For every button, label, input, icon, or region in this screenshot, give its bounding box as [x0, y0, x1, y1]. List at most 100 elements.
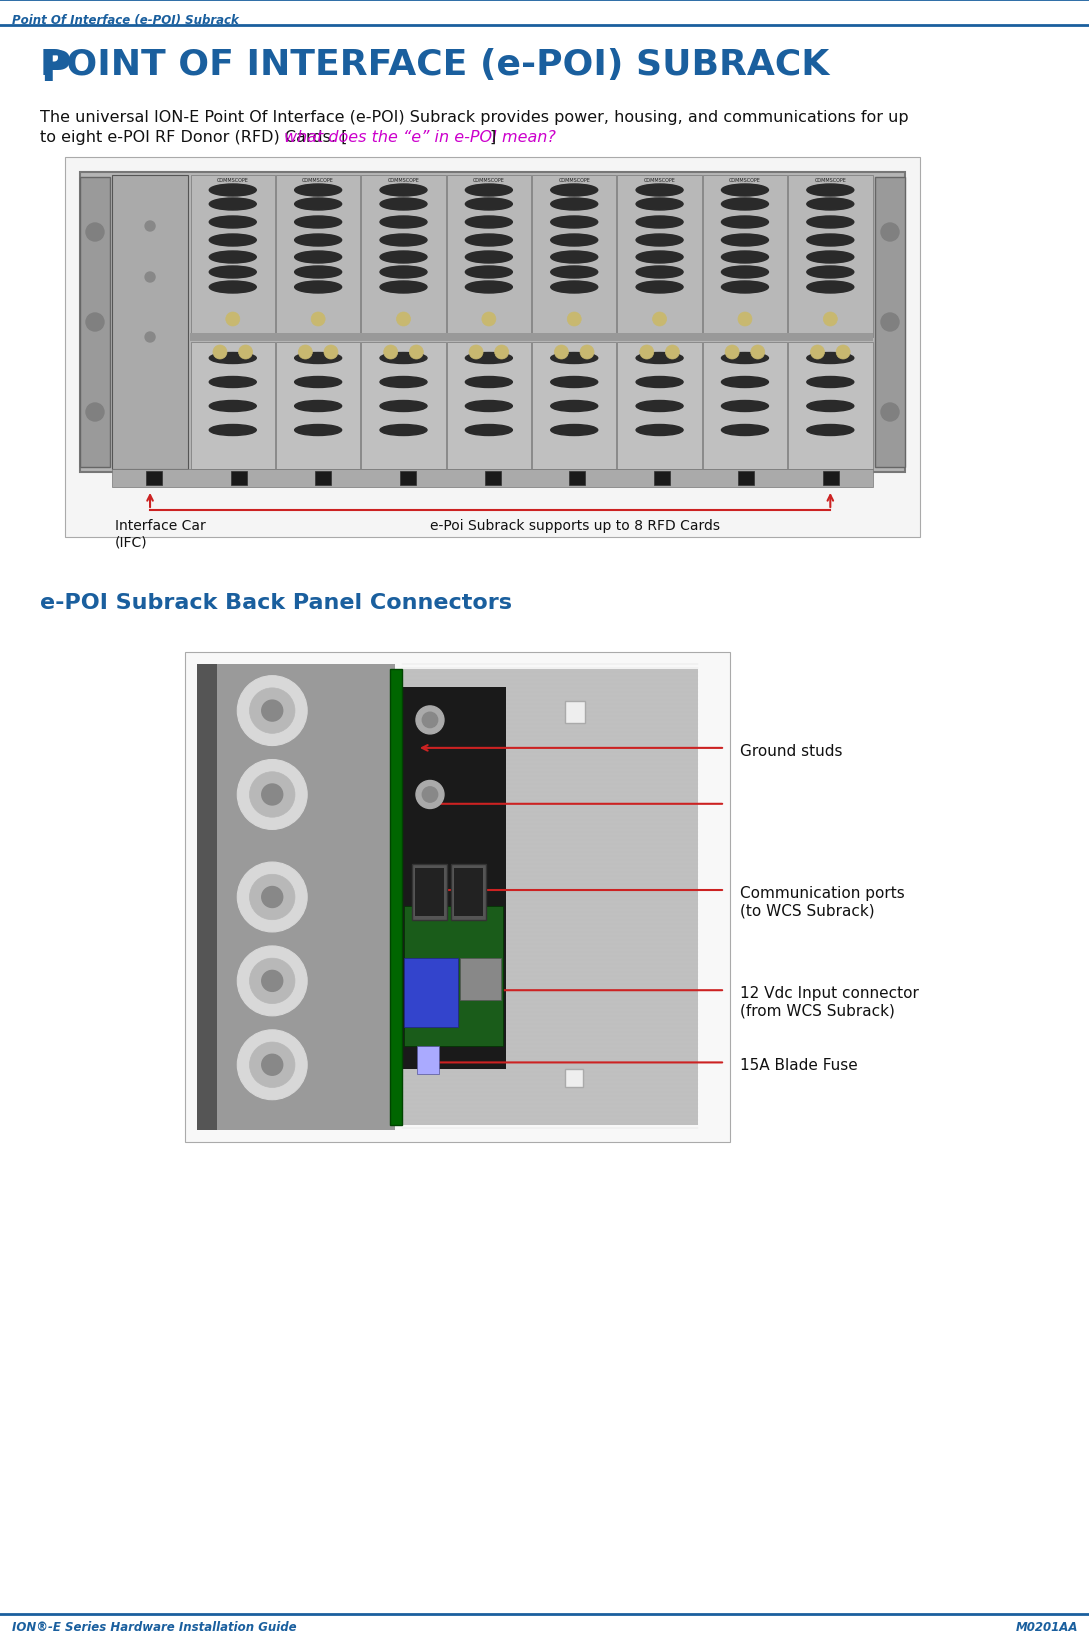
Text: The universal ION-E Point Of Interface (e-POI) Subrack provides power, housing, : The universal ION-E Point Of Interface (… — [40, 109, 908, 126]
Circle shape — [725, 346, 739, 359]
Circle shape — [423, 713, 438, 728]
Text: COMMSCOPE: COMMSCOPE — [644, 178, 675, 183]
Ellipse shape — [636, 377, 683, 388]
Text: to eight e-POI RF Donor (RFD) Cards. [: to eight e-POI RF Donor (RFD) Cards. [ — [40, 131, 347, 145]
Ellipse shape — [551, 217, 598, 228]
Bar — [112, 470, 873, 488]
Bar — [454, 868, 484, 917]
Ellipse shape — [380, 199, 427, 211]
Ellipse shape — [636, 184, 683, 197]
Bar — [231, 472, 247, 486]
Ellipse shape — [465, 282, 512, 294]
Circle shape — [261, 886, 283, 907]
Circle shape — [409, 346, 424, 359]
Bar — [788, 176, 872, 338]
Ellipse shape — [551, 282, 598, 294]
Bar — [617, 176, 701, 338]
Circle shape — [652, 313, 666, 326]
Ellipse shape — [807, 199, 854, 211]
Ellipse shape — [209, 426, 256, 436]
Circle shape — [298, 346, 313, 359]
Circle shape — [237, 947, 307, 1017]
Bar — [191, 343, 274, 470]
Ellipse shape — [380, 268, 427, 279]
Ellipse shape — [807, 251, 854, 264]
Ellipse shape — [636, 251, 683, 264]
Ellipse shape — [551, 268, 598, 279]
Bar — [400, 472, 416, 486]
Bar — [112, 176, 188, 470]
Circle shape — [238, 346, 253, 359]
Ellipse shape — [722, 217, 769, 228]
Ellipse shape — [722, 199, 769, 211]
Ellipse shape — [807, 268, 854, 279]
Bar — [653, 472, 670, 486]
Ellipse shape — [636, 426, 683, 436]
Ellipse shape — [807, 353, 854, 364]
Ellipse shape — [551, 426, 598, 436]
Circle shape — [237, 863, 307, 932]
Ellipse shape — [465, 426, 512, 436]
Circle shape — [311, 313, 326, 326]
Ellipse shape — [209, 282, 256, 294]
Ellipse shape — [465, 377, 512, 388]
Ellipse shape — [551, 199, 598, 211]
Ellipse shape — [295, 377, 342, 388]
Circle shape — [750, 346, 764, 359]
Text: what does the “e” in e-POI mean?: what does the “e” in e-POI mean? — [284, 131, 555, 145]
Ellipse shape — [551, 401, 598, 413]
Bar — [533, 176, 616, 338]
Ellipse shape — [551, 235, 598, 246]
Circle shape — [567, 313, 582, 326]
Ellipse shape — [465, 217, 512, 228]
Circle shape — [86, 224, 105, 242]
Ellipse shape — [380, 426, 427, 436]
Bar — [217, 664, 395, 1131]
Ellipse shape — [465, 199, 512, 211]
Ellipse shape — [722, 282, 769, 294]
Circle shape — [810, 346, 824, 359]
Circle shape — [580, 346, 594, 359]
Text: e-POI Subrack Back Panel Connectors: e-POI Subrack Back Panel Connectors — [40, 592, 512, 612]
Ellipse shape — [295, 184, 342, 197]
Text: e-Poi Subrack supports up to 8 RFD Cards: e-Poi Subrack supports up to 8 RFD Cards — [430, 519, 720, 532]
Ellipse shape — [295, 251, 342, 264]
Ellipse shape — [722, 377, 769, 388]
Ellipse shape — [380, 235, 427, 246]
Ellipse shape — [551, 184, 598, 197]
Circle shape — [383, 346, 397, 359]
Circle shape — [86, 403, 105, 421]
Ellipse shape — [295, 426, 342, 436]
Ellipse shape — [209, 184, 256, 197]
Circle shape — [823, 313, 837, 326]
Ellipse shape — [807, 217, 854, 228]
Text: COMMSCOPE: COMMSCOPE — [815, 178, 846, 183]
Bar — [531, 335, 616, 341]
Bar — [446, 343, 531, 470]
Ellipse shape — [722, 268, 769, 279]
Circle shape — [738, 313, 752, 326]
Circle shape — [237, 1030, 307, 1100]
Bar — [822, 472, 839, 486]
Text: COMMSCOPE: COMMSCOPE — [473, 178, 505, 183]
Circle shape — [145, 273, 155, 282]
Ellipse shape — [636, 282, 683, 294]
Ellipse shape — [295, 268, 342, 279]
Text: Interface Car
(IFC): Interface Car (IFC) — [115, 519, 206, 548]
Circle shape — [665, 346, 680, 359]
Bar — [874, 178, 905, 468]
Bar — [570, 472, 585, 486]
Bar — [191, 176, 274, 338]
Circle shape — [396, 313, 411, 326]
Circle shape — [423, 787, 438, 803]
Bar — [565, 1069, 583, 1089]
Ellipse shape — [465, 235, 512, 246]
Ellipse shape — [380, 184, 427, 197]
Text: ]: ] — [489, 131, 495, 145]
Ellipse shape — [465, 251, 512, 264]
Ellipse shape — [722, 426, 769, 436]
Ellipse shape — [551, 353, 598, 364]
Circle shape — [836, 346, 851, 359]
Circle shape — [323, 346, 338, 359]
Bar — [738, 472, 755, 486]
